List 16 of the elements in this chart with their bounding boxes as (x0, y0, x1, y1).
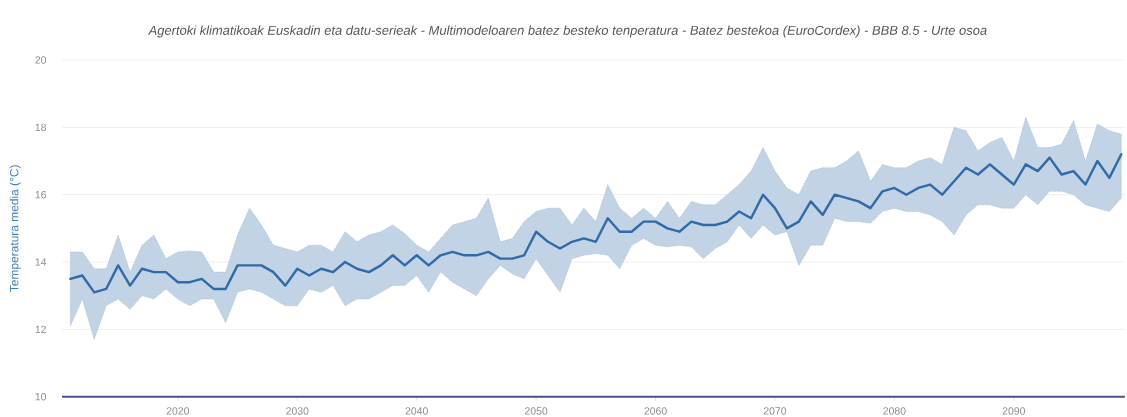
chart-title: Agertoki klimatikoak Euskadin eta datu-serieak - Multimodeloaren batez besteko tenperatura - Batez bestekoa (EuroCordex) - BBB 8.5 - Urte osoa (147, 25, 987, 38)
x-tick-label: 2040 (405, 407, 428, 415)
x-tick-label: 2050 (525, 407, 548, 415)
y-tick-label: 10 (35, 393, 47, 401)
y-tick-label: 12 (35, 325, 46, 334)
x-tick-label: 2020 (166, 407, 190, 415)
x-tick-label: 2090 (1002, 407, 1026, 415)
y-axis-title: Temperatura media (°C) (9, 165, 21, 292)
x-tick-label: 2070 (763, 407, 787, 415)
x-tick-label: 2060 (644, 407, 667, 415)
x-tick-label: 2030 (286, 407, 309, 415)
y-tick-label: 16 (35, 190, 47, 199)
x-tick-label: 2080 (883, 407, 906, 415)
y-tick-label: 14 (35, 258, 47, 266)
y-tick-label: 18 (35, 123, 47, 132)
y-tick-label: 20 (35, 56, 47, 64)
